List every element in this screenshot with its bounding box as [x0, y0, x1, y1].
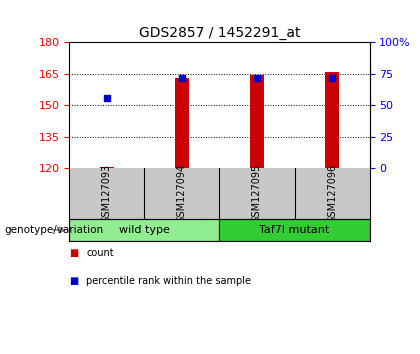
Title: GDS2857 / 1452291_at: GDS2857 / 1452291_at — [139, 26, 300, 40]
Text: ■: ■ — [69, 248, 79, 258]
Bar — [69, 219, 220, 241]
Bar — [100, 167, 113, 168]
Text: percentile rank within the sample: percentile rank within the sample — [86, 276, 251, 286]
Bar — [220, 219, 370, 241]
Bar — [175, 78, 189, 168]
Bar — [326, 72, 339, 168]
Text: GSM127095: GSM127095 — [252, 164, 262, 223]
Bar — [250, 75, 264, 168]
Text: GSM127096: GSM127096 — [327, 164, 337, 223]
Text: count: count — [86, 248, 114, 258]
Text: GSM127093: GSM127093 — [102, 164, 112, 223]
Text: GSM127094: GSM127094 — [177, 164, 187, 223]
Text: genotype/variation: genotype/variation — [4, 225, 103, 235]
Text: wild type: wild type — [119, 225, 170, 235]
Text: Taf7l mutant: Taf7l mutant — [260, 225, 330, 235]
Text: ■: ■ — [69, 276, 79, 286]
